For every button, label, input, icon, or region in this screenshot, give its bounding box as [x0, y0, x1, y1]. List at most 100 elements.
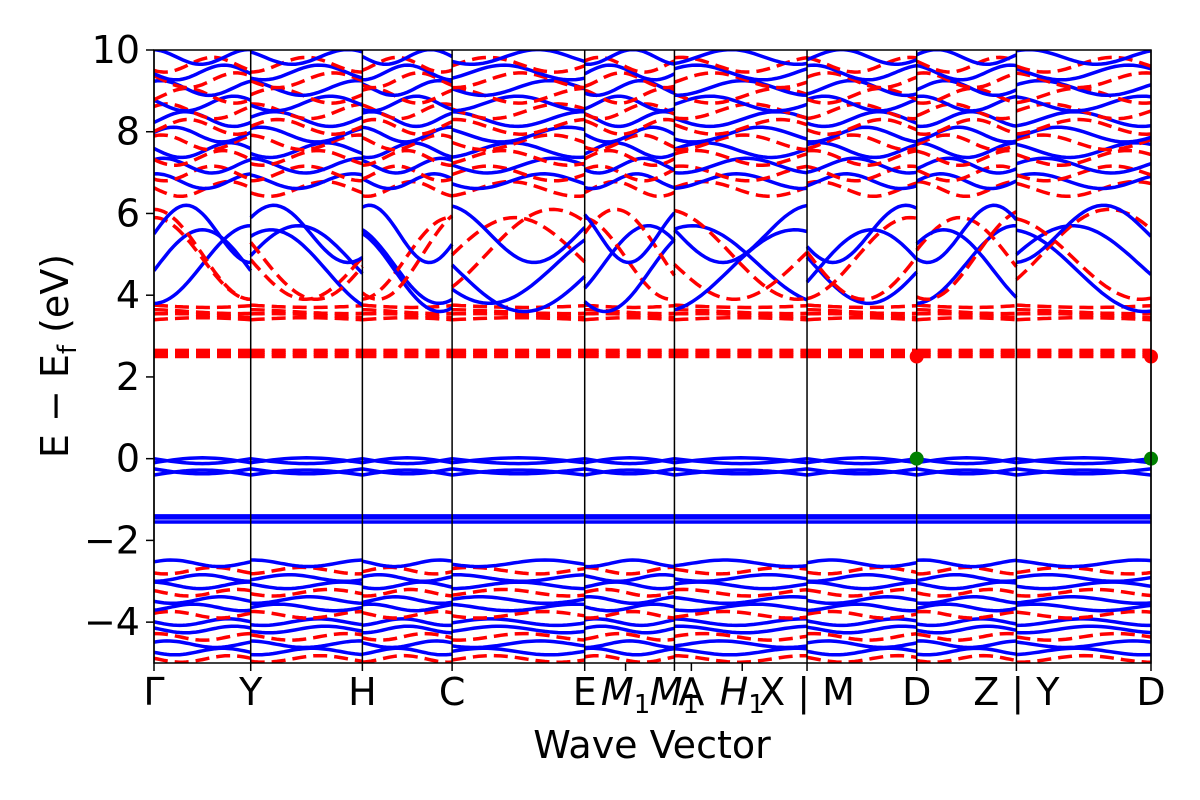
band-dashed [916, 315, 1017, 322]
band-solid [154, 558, 252, 569]
band-solid [673, 203, 808, 265]
band-solid [154, 203, 251, 265]
band-solid [674, 624, 808, 635]
band-solid [250, 595, 363, 606]
band-dashed [154, 653, 252, 663]
band-solid [154, 78, 252, 98]
band-solid [1015, 156, 1151, 175]
band-dashed [1015, 133, 1151, 152]
band-dashed [154, 148, 252, 167]
band-solid [154, 580, 251, 591]
band-dashed [584, 71, 675, 90]
band-dashed [583, 207, 676, 277]
band-solid [674, 558, 808, 569]
x-tick-label: E [573, 670, 597, 714]
band-solid [362, 63, 453, 82]
band-solid [1016, 456, 1151, 466]
band-solid [361, 203, 454, 265]
band-solid [154, 595, 252, 606]
y-tick-label: 4 [116, 273, 140, 317]
band-solid [154, 456, 251, 466]
band-dashed [916, 179, 1017, 199]
band-solid [250, 63, 363, 82]
band-dashed [673, 208, 808, 302]
band-solid [916, 467, 1017, 476]
band-solid [154, 624, 252, 635]
x-tick-label: H1 [720, 670, 765, 720]
band-solid [451, 125, 586, 144]
band-dashed [452, 303, 585, 310]
plot-frame [153, 49, 1152, 664]
band-dashed [584, 315, 675, 322]
band-dashed [806, 631, 917, 642]
band-solid [916, 141, 1017, 160]
band-dashed [806, 86, 918, 105]
band-solid [806, 456, 917, 466]
band-solid [1016, 172, 1151, 191]
x-tick-label: X | M [759, 670, 855, 715]
band-solid [451, 558, 585, 569]
band-solid [362, 467, 453, 476]
band-dashed [451, 653, 585, 663]
band-dashed [362, 311, 453, 320]
band-dashed [451, 587, 585, 598]
band-solid [250, 78, 363, 98]
band-solid [584, 602, 675, 613]
band-dashed [250, 303, 363, 310]
band-solid [1015, 63, 1151, 82]
band-dashed [250, 631, 363, 642]
band-dashed [362, 565, 453, 576]
band-solid [250, 456, 363, 466]
band-dashed [584, 164, 676, 183]
highlight-point [909, 451, 924, 466]
band-dashed [916, 102, 1017, 121]
band-dashed [916, 311, 1017, 320]
band-solid [451, 204, 586, 265]
band-dashed [1016, 565, 1151, 576]
x-tick-label: C [439, 670, 466, 714]
band-solid [362, 572, 453, 584]
band-solid [362, 646, 453, 657]
band-dashed [916, 117, 1017, 136]
band-solid [1016, 646, 1151, 657]
band-solid [361, 156, 453, 175]
band-dashed [451, 102, 586, 121]
band-solid [806, 624, 917, 635]
band-dashed [674, 609, 808, 620]
x-tick-label: D [1136, 670, 1165, 714]
band-solid [915, 50, 1018, 67]
band-solid [674, 602, 808, 613]
band-dashed [250, 164, 363, 183]
band-solid [451, 63, 586, 82]
band-dashed [154, 315, 251, 322]
band-dashed [154, 303, 251, 310]
band-dashed [583, 102, 676, 121]
band-dashed [154, 307, 251, 316]
band-dashed [916, 631, 1017, 642]
band-solid [154, 94, 252, 113]
band-solid [584, 572, 675, 584]
band-solid [362, 639, 453, 650]
band-solid [916, 94, 1017, 113]
band-solid [451, 50, 586, 67]
band-solid [154, 602, 251, 613]
band-solid [1016, 602, 1151, 613]
band-dashed [916, 587, 1017, 598]
y-axis-title-unit: (eV) [33, 254, 77, 345]
band-dashed [154, 207, 251, 302]
band-dashed [450, 215, 586, 264]
band-dashed [250, 55, 363, 74]
band-dashed [362, 609, 453, 620]
band-dashed [916, 71, 1017, 90]
band-solid [806, 602, 917, 613]
band-dashed [584, 631, 675, 642]
band-solid [451, 602, 585, 613]
band-solid [674, 639, 808, 650]
band-dashed [916, 303, 1017, 310]
band-dashed [362, 148, 453, 167]
band-dashed [806, 307, 917, 316]
band-solid [250, 617, 363, 628]
band-dashed [584, 55, 676, 74]
band-dashed [250, 102, 363, 121]
